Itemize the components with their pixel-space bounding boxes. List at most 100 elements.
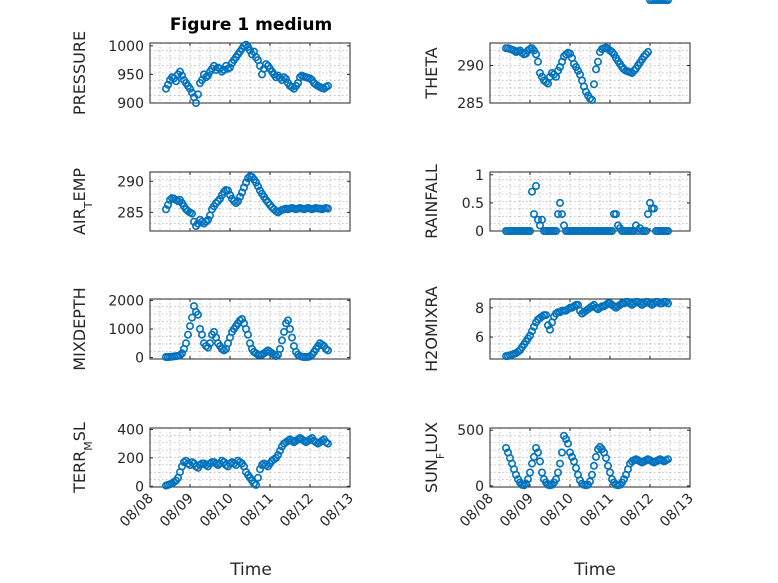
data-point (663, 227, 672, 236)
data-point (275, 446, 284, 455)
data-point (182, 339, 191, 348)
data-point (541, 311, 550, 320)
data-point (535, 457, 544, 466)
data-point (567, 452, 576, 461)
data-point (164, 80, 173, 89)
data-point (529, 452, 538, 461)
data-point (545, 325, 554, 334)
data-point (557, 210, 566, 219)
y-tick-label: 1000 (108, 39, 144, 55)
data-point (529, 322, 538, 331)
data-point (603, 461, 612, 470)
y-tick-label: 2000 (108, 293, 144, 309)
data-point (533, 448, 542, 457)
subplot-rainfall: 0 0.5 1 RAINFALL (422, 164, 691, 240)
y-tick-label: 0 (135, 479, 144, 495)
data-point (261, 60, 270, 69)
data-point (525, 227, 534, 236)
data-point (186, 322, 195, 331)
data-point (323, 204, 332, 213)
series-markers (162, 40, 332, 108)
y-tick-label: 200 (117, 451, 144, 467)
data-point (543, 79, 552, 88)
data-point (178, 462, 187, 471)
data-point (527, 327, 536, 336)
data-point (643, 47, 652, 56)
x-axis-label-right: Time (573, 560, 616, 580)
data-point (533, 57, 542, 66)
data-point (244, 330, 253, 339)
data-point (663, 299, 672, 308)
data-point (531, 50, 540, 59)
data-point (569, 457, 578, 466)
y-tick-label: 0 (135, 351, 144, 367)
data-point (206, 339, 215, 348)
data-point (537, 468, 546, 477)
data-point (224, 186, 233, 195)
data-point (643, 210, 652, 219)
data-point (285, 324, 294, 333)
data-point (283, 316, 292, 325)
data-point (273, 450, 282, 459)
data-point (202, 217, 211, 226)
data-point (619, 475, 628, 484)
data-point (188, 209, 197, 218)
y-axis-label: PRESSURE (70, 31, 89, 115)
data-point (162, 84, 171, 93)
data-point (287, 333, 296, 342)
data-point (194, 310, 203, 319)
data-point (561, 435, 570, 444)
data-point (587, 96, 596, 105)
subplot-pressure: 900 950 1000 PRESSURE (70, 31, 351, 115)
y-tick-label: 0.5 (462, 196, 484, 212)
y-axis-label: H2OMIXRA (422, 286, 441, 372)
y-tick-label: 0 (475, 224, 484, 240)
data-point (565, 448, 574, 457)
data-point (563, 439, 572, 448)
figure-title: Figure 1 medium (170, 15, 332, 35)
y-tick-label: 0 (475, 479, 484, 495)
data-point (279, 73, 288, 82)
y-tick-label: 400 (117, 422, 144, 438)
data-point (611, 210, 620, 219)
y-tick-label: 900 (117, 96, 144, 112)
data-point (254, 182, 263, 191)
data-point (521, 479, 530, 488)
y-axis-label: RAINFALL (422, 164, 441, 239)
data-point (172, 77, 181, 86)
y-axis-label: MIXDEPTH (70, 287, 89, 370)
data-point (287, 83, 296, 92)
data-point (178, 71, 187, 80)
y-tick-label: 285 (117, 205, 144, 221)
data-point (527, 459, 536, 468)
data-point (557, 448, 566, 457)
data-point (323, 81, 332, 90)
data-point (198, 330, 207, 339)
series-markers (162, 172, 332, 231)
subplot-mixdepth: 0 1000 2000 MIXDEPTH (70, 287, 351, 371)
series-markers (501, 182, 672, 236)
data-point (523, 475, 532, 484)
data-point (204, 215, 213, 224)
grid (490, 428, 690, 487)
data-point (218, 67, 227, 76)
data-point (204, 343, 213, 352)
y-axis-label: AIRTEMP (70, 168, 95, 235)
data-point (555, 459, 564, 468)
data-point (186, 84, 195, 93)
data-point (234, 197, 243, 206)
y-tick-label: 6 (475, 330, 484, 346)
axes-box (149, 171, 351, 232)
data-point (531, 182, 540, 191)
data-point (551, 475, 560, 484)
data-point (323, 439, 332, 448)
data-point (242, 178, 251, 187)
data-point (553, 210, 562, 219)
data-point (194, 90, 203, 99)
data-point (178, 349, 187, 358)
y-tick-label: 290 (457, 59, 484, 75)
data-point (254, 473, 263, 482)
grid (490, 172, 690, 231)
y-axis-label: TERRMSL (70, 422, 95, 494)
